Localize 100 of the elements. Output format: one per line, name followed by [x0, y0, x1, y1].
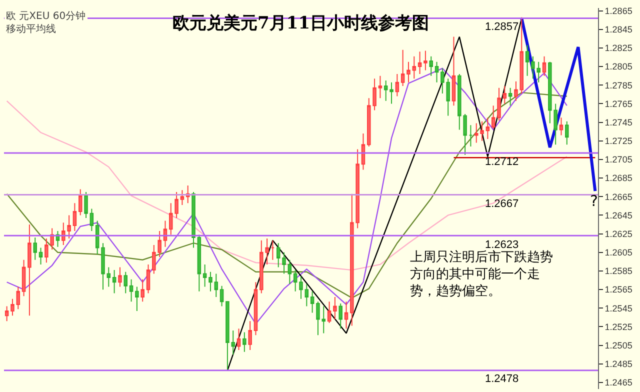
candlestick [118, 266, 122, 288]
candlestick [16, 286, 20, 310]
candlestick [468, 124, 473, 147]
candlestick [395, 73, 400, 97]
candlestick [406, 61, 410, 83]
ref-line-label: 1.2478 [485, 373, 519, 385]
candlestick [559, 117, 564, 136]
ref-line-label: 1.2857 [485, 21, 519, 33]
candlestick [95, 220, 100, 255]
y-tick-label: 1.2505 [604, 340, 632, 350]
y-tick-label: 1.2565 [604, 284, 632, 295]
candlestick [4, 306, 9, 322]
candlestick [270, 240, 275, 260]
candlestick [310, 290, 314, 314]
y-tick-label: 1.2725 [604, 136, 632, 146]
y-tick-label: 1.2805 [604, 62, 632, 72]
y-tick-label: 1.2685 [604, 173, 632, 184]
candlestick [525, 44, 530, 76]
candlestick [10, 298, 14, 316]
candlestick [248, 320, 252, 350]
candlestick [22, 259, 26, 297]
candlestick [90, 208, 94, 232]
candlestick [180, 190, 184, 206]
candlestick [361, 132, 366, 170]
candlestick [338, 303, 342, 330]
candlestick [214, 273, 218, 298]
y-tick-label: 1.2465 [604, 378, 632, 388]
candlestick [299, 276, 303, 300]
ref-line-label: 1.2667 [485, 198, 519, 210]
candlestick [327, 301, 332, 324]
y-tick-label: 1.2865 [604, 6, 632, 16]
candlestick [288, 259, 292, 284]
y-tick-label: 1.2825 [604, 43, 632, 54]
candlestick [304, 283, 309, 307]
y-tick-label: 1.2745 [604, 117, 632, 128]
candlestick [78, 188, 82, 216]
candlestick [412, 56, 416, 80]
y-tick-label: 1.2485 [604, 359, 632, 370]
candlestick [84, 192, 88, 219]
y-tick-label: 1.2645 [604, 210, 632, 220]
candlestick [565, 120, 569, 146]
candlestick [486, 117, 490, 140]
annotation: 移动平均线 [6, 23, 56, 35]
candlestick [542, 56, 546, 76]
candlestick [135, 286, 139, 312]
candlestick [429, 56, 433, 76]
y-tick-label: 1.2765 [604, 98, 632, 109]
candlestick [112, 270, 116, 294]
candlestick [390, 82, 394, 104]
candlestick [197, 234, 202, 292]
candlestick [242, 332, 246, 352]
candlestick [106, 266, 111, 288]
candlestick [28, 224, 32, 316]
y-tick-label: 1.2625 [604, 228, 632, 239]
y-tick-label: 1.2605 [604, 248, 632, 258]
candlestick [129, 278, 134, 302]
y-tick-label: 1.2585 [604, 266, 632, 276]
candlestick [293, 270, 298, 292]
candlestick [434, 61, 439, 83]
line-series [520, 16, 597, 193]
candlestick [163, 220, 168, 248]
candlestick [33, 237, 37, 260]
candlestick [202, 264, 207, 288]
line-series [6, 92, 568, 299]
y-tick-label: 1.2705 [604, 154, 632, 165]
candlestick [101, 242, 105, 290]
candlestick [344, 301, 348, 330]
candlestick [38, 247, 43, 265]
chart-title: 欧元兑美元7月11日小时线参考图 [172, 13, 430, 34]
candlestick [418, 51, 422, 74]
candlestick [384, 80, 388, 102]
y-tick-label: 1.2845 [604, 24, 632, 35]
y-tick-label: 1.2525 [604, 322, 632, 332]
candlestick [497, 87, 501, 121]
annotation: ? [590, 192, 598, 210]
candlestick [140, 278, 144, 302]
y-tick-label: 1.2545 [604, 303, 632, 314]
candlestick [452, 36, 456, 106]
candlestick [220, 285, 224, 307]
candlestick [254, 282, 258, 336]
y-tick-label: 1.2665 [604, 192, 632, 202]
candlestick [378, 75, 382, 99]
candlestick [424, 50, 428, 71]
ref-line-label: 1.2712 [485, 156, 519, 168]
candlestick [333, 296, 337, 320]
candlestick [502, 86, 507, 104]
line-series [6, 68, 568, 325]
annotation: 上周只注明后市下跌趋势方向的其中可能一个走势，趋势偏空。 [410, 250, 553, 299]
candlestick [508, 87, 512, 106]
candlestick [146, 264, 150, 294]
candlestick [400, 49, 405, 87]
candlestick [491, 105, 496, 130]
candlestick [72, 202, 77, 232]
y-tick-label: 1.2785 [604, 80, 632, 90]
candlestick [192, 192, 196, 248]
candlestick [124, 271, 128, 294]
ref-line-label: 1.2623 [485, 239, 519, 251]
candlestick [208, 271, 212, 292]
candlestick [236, 328, 241, 350]
annotation: 欧 元XEU 60分钟 [6, 10, 86, 22]
